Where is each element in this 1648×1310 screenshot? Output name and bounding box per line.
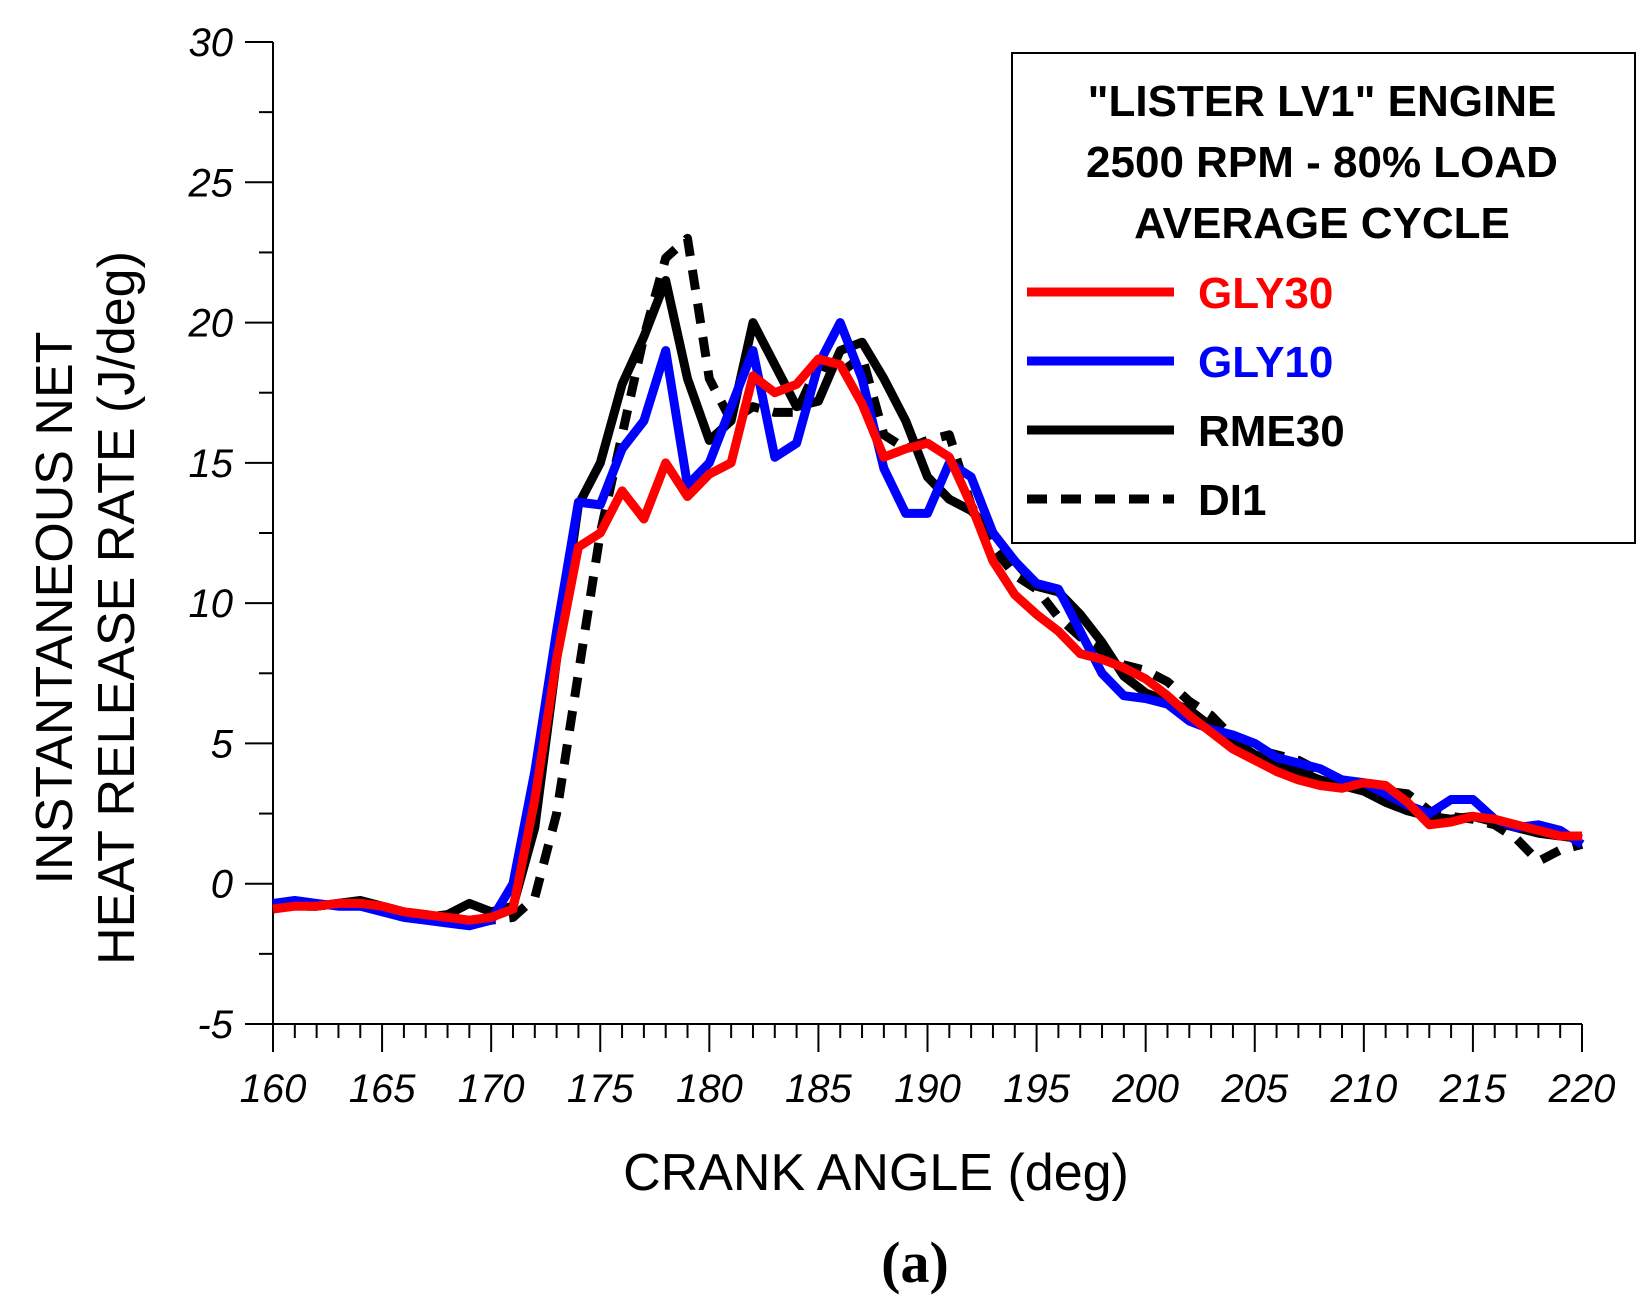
y-tick-label: 10 — [189, 582, 234, 626]
axes — [245, 41, 1583, 1052]
y-tick-label: -5 — [197, 1003, 233, 1047]
x-tick-label: 220 — [1548, 1067, 1616, 1111]
y-axis-title-line-1: INSTANTANEOUS NET — [26, 332, 84, 885]
legend-box — [1011, 52, 1636, 544]
legend-label-gly10: GLY10 — [1198, 338, 1333, 387]
y-tick-label: 5 — [211, 722, 234, 766]
y-tick-label: 15 — [189, 442, 234, 486]
plot-area — [272, 233, 1585, 931]
legend-label-di1: DI1 — [1198, 476, 1266, 525]
y-tick-label: 20 — [188, 302, 234, 346]
x-tick-label: 205 — [1220, 1067, 1288, 1111]
x-tick-label: 170 — [458, 1067, 525, 1111]
x-axis-title: CRANK ANGLE (deg) — [623, 1144, 1129, 1202]
legend-label-rme30: RME30 — [1198, 407, 1345, 456]
y-tick-label: 30 — [189, 21, 234, 65]
x-tick-label: 200 — [1111, 1067, 1179, 1111]
tick-labels: 160 165 170 175 180 185 190 195 200 205 210 215 220-… — [188, 21, 1616, 1111]
legend-entries: GLY30 GLY10 RME30 DI1 — [1027, 269, 1345, 525]
x-tick-label: 185 — [785, 1067, 852, 1111]
legend-label-gly30: GLY30 — [1198, 269, 1333, 318]
x-tick-label: 165 — [349, 1067, 416, 1111]
x-tick-label: 175 — [567, 1067, 634, 1111]
y-tick-label: 0 — [211, 863, 233, 907]
legend: "LISTER LV1" ENGINE 2500 RPM - 80% LOAD … — [1011, 52, 1636, 544]
legend-title-line-1: "LISTER LV1" ENGINE — [1088, 77, 1557, 126]
x-tick-label: 160 — [240, 1067, 307, 1111]
y-axis-title-line-2: HEAT RELEASE RATE (J/deg) — [88, 251, 146, 965]
series-line-gly30 — [272, 354, 1582, 925]
figure-caption: (a) — [881, 1230, 949, 1295]
legend-title-line-2: 2500 RPM - 80% LOAD — [1086, 138, 1558, 187]
x-tick-label: 180 — [676, 1067, 743, 1111]
x-tick-label: 210 — [1329, 1067, 1397, 1111]
x-tick-label: 190 — [894, 1067, 961, 1111]
legend-title-line-3: AVERAGE CYCLE — [1134, 199, 1510, 248]
y-tick-label: 25 — [188, 161, 234, 205]
x-tick-label: 215 — [1439, 1067, 1507, 1111]
x-tick-label: 195 — [1003, 1067, 1070, 1111]
y-axis-title: INSTANTANEOUS NET HEAT RELEASE RATE (J/d… — [26, 251, 146, 965]
